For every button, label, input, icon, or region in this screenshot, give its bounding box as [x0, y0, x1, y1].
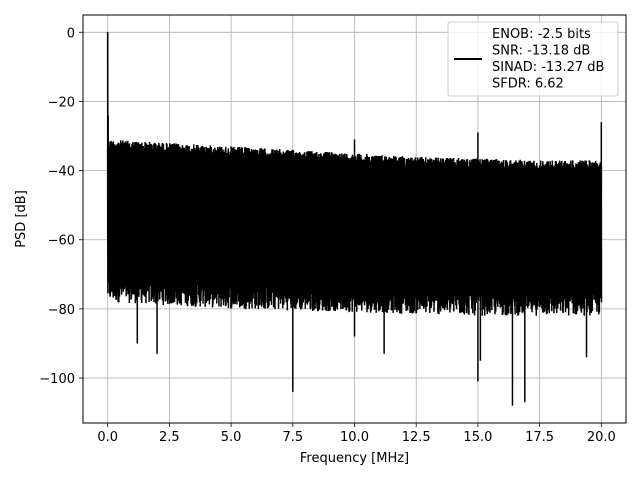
legend-text-snr: SNR: -13.18 dB [492, 44, 590, 59]
x-tick-label: 2.5 [159, 430, 180, 445]
legend-text-enob: ENOB: -2.5 bits [492, 27, 591, 42]
x-tick-label: 10.0 [340, 430, 369, 445]
x-tick-label: 12.5 [402, 430, 431, 445]
y-tick-label: 0 [67, 26, 75, 41]
legend-text-sinad: SINAD: -13.27 dB [492, 60, 604, 75]
x-tick-label: 5.0 [221, 430, 242, 445]
data-layer [106, 32, 603, 406]
y-tick-label: −80 [48, 303, 75, 318]
x-tick-label: 20.0 [587, 430, 616, 445]
psd-noise-trace [106, 32, 603, 316]
y-tick-label: −100 [39, 372, 75, 387]
legend-text-sfdr: SFDR: 6.62 [492, 77, 564, 92]
x-tick-label: 7.5 [282, 430, 303, 445]
y-axis-label: PSD [dB] [14, 190, 29, 248]
y-axis-ticks: 0 −20 −40 −60 −80 −100 [39, 26, 83, 387]
legend: ENOB: -2.5 bits SNR: -13.18 dB SINAD: -1… [447, 21, 619, 97]
y-tick-label: −40 [48, 165, 75, 180]
x-tick-label: 0.0 [97, 430, 118, 445]
x-tick-label: 17.5 [525, 430, 554, 445]
x-tick-label: 15.0 [463, 430, 492, 445]
x-axis-ticks: 0.0 2.5 5.0 7.5 10.0 12.5 15.0 17.5 20.0 [97, 423, 616, 445]
legend-box [447, 21, 619, 97]
y-tick-label: −20 [48, 95, 75, 110]
x-axis-label: Frequency [MHz] [300, 451, 409, 466]
y-tick-label: −60 [48, 234, 75, 249]
